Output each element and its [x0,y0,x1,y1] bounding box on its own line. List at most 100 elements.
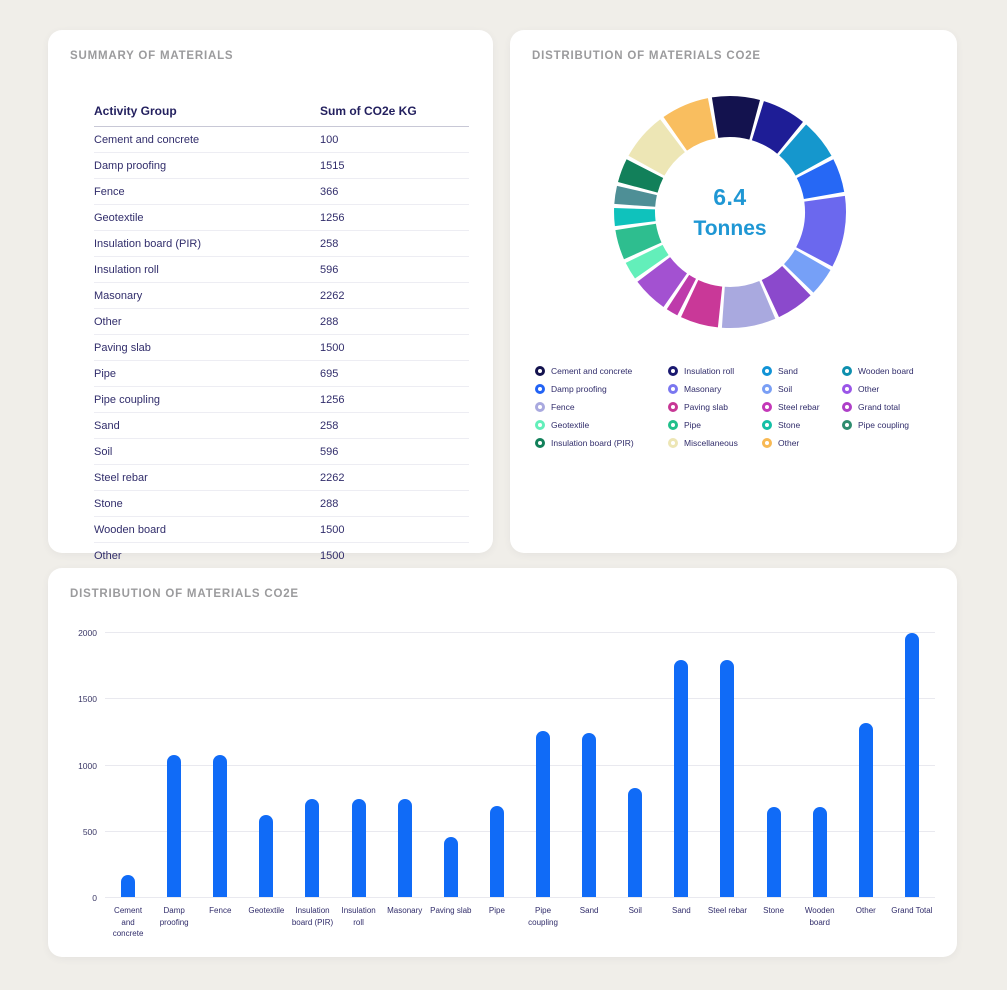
donut-segment[interactable] [663,98,716,151]
co2e-value-cell: 1515 [320,160,345,172]
table-row: Geotextile 1256 [94,205,469,231]
donut-card-title: DISTRIBUTION OF MATERIALS CO2e [532,50,761,62]
bar-slot [474,632,520,897]
donut-segment[interactable] [761,266,811,318]
x-axis-label: Grand Total [891,906,933,915]
donut-segment[interactable] [618,159,664,193]
legend-ring-icon [668,402,678,412]
co2e-value-cell: 288 [320,316,339,328]
bar[interactable] [397,799,412,897]
legend-item[interactable]: Fence [535,402,634,412]
bar[interactable] [720,659,735,897]
legend-item[interactable]: Geotextile [535,420,634,430]
donut-segment[interactable] [628,119,685,176]
legend-item[interactable]: Pipe coupling [842,420,914,430]
bar[interactable] [259,814,274,897]
table-row: Cement and concrete 100 [94,127,469,153]
column-header-sum-co2e: Sum of CO2e KG [320,104,417,118]
legend-ring-icon [668,366,678,376]
table-row: Wooden board 1500 [94,517,469,543]
bar[interactable] [213,755,228,897]
table-row: Paving slab 1500 [94,335,469,361]
legend-item[interactable]: Paving slab [668,402,738,412]
x-axis-label: Fence [209,906,232,915]
donut-segment[interactable] [615,223,662,260]
gridline [105,764,935,766]
bar[interactable] [628,788,643,897]
legend-ring-icon [842,402,852,412]
donut-segment[interactable] [614,208,656,227]
donut-segment[interactable] [625,244,669,279]
table-row: Insulation roll 596 [94,257,469,283]
legend-item[interactable]: Masonary [668,384,738,394]
bar[interactable] [674,659,689,897]
bar[interactable] [167,755,182,897]
legend-item[interactable]: Sand [762,366,820,376]
bar[interactable] [489,805,504,897]
activity-group-cell: Other [94,316,122,328]
legend-item[interactable]: Pipe [668,420,738,430]
y-axis-tick-label: 500 [82,826,97,837]
legend-item-label: Cement and concrete [551,366,633,376]
bar[interactable] [582,732,597,897]
bar-slot [612,632,658,897]
table-row: Masonary 2262 [94,283,469,309]
legend-item[interactable]: Cement and concrete [535,366,634,376]
table-row: Soil 596 [94,439,469,465]
donut-segment[interactable] [681,280,723,328]
activity-group-cell: Fence [94,186,125,198]
legend-column: Sand Soil Steel rebar Stone Other [762,366,820,448]
donut-segment[interactable] [711,96,760,140]
legend-item[interactable]: Stone [762,420,820,430]
legend-item-label: Stone [778,420,801,430]
legend-item[interactable]: Insulation roll [668,366,738,376]
bar[interactable] [858,723,873,897]
co2e-value-cell: 596 [320,446,339,458]
bar[interactable] [443,837,458,897]
donut-segment[interactable] [779,124,832,176]
bar-slot [566,632,612,897]
legend-ring-icon [842,420,852,430]
donut-segment[interactable] [784,249,831,293]
legend-item[interactable]: Soil [762,384,820,394]
legend-item[interactable]: Damp proofing [535,384,634,394]
legend-item[interactable]: Insulation board (PIR) [535,438,634,448]
donut-segment[interactable] [614,185,657,207]
legend-item[interactable]: Grand total [842,402,914,412]
x-axis-label: Wooden board [804,906,835,927]
legend-item[interactable]: Other [842,384,914,394]
bar[interactable] [766,806,781,897]
y-axis-tick-label: 1500 [78,694,97,705]
donut-segment[interactable] [666,274,696,316]
table-row: Other 288 [94,309,469,335]
bar[interactable] [904,633,919,897]
legend-column: Wooden board Other Grand total Pipe couplin… [842,366,914,430]
gridline [105,897,935,898]
table-row: Damp proofing 1515 [94,153,469,179]
y-axis-tick-label: 1000 [78,760,97,771]
donut-segment[interactable] [637,257,687,307]
x-axis-label: Stone [763,906,785,915]
bar-slot [336,632,382,897]
legend-item-label: Pipe [684,420,702,430]
legend-item[interactable]: Steel rebar [762,402,820,412]
activity-group-cell: Steel rebar [94,472,148,484]
donut-segment[interactable] [751,101,803,154]
donut-segment[interactable] [721,281,776,328]
donut-segment[interactable] [796,195,847,267]
legend-item[interactable]: Wooden board [842,366,914,376]
bar[interactable] [305,799,320,897]
table-header-row: Activity Group Sum of CO2e KG [94,96,469,127]
bar[interactable] [536,731,551,897]
legend-item[interactable]: Other [762,438,820,448]
legend-item[interactable]: Miscellaneous [668,438,738,448]
bar[interactable] [812,806,827,897]
legend-ring-icon [535,384,545,394]
legend-ring-icon [762,402,772,412]
donut-segment[interactable] [796,159,845,199]
bar[interactable] [351,799,366,897]
bar-slot [197,632,243,897]
legend-item-label: Steel rebar [778,402,820,412]
bar-slot [889,632,935,897]
bar[interactable] [121,874,136,897]
